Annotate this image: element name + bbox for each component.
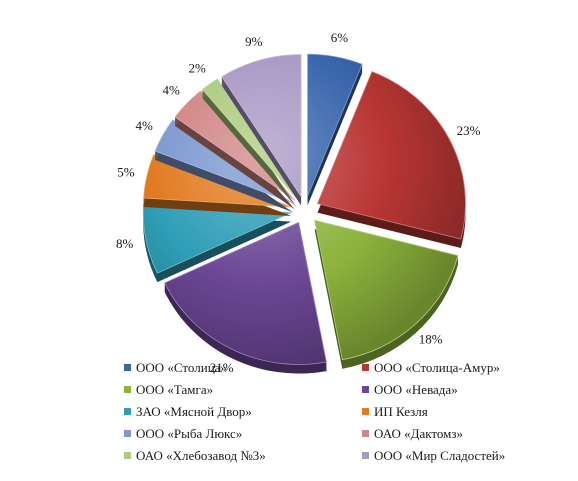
pie-slice (142, 203, 292, 283)
pie-slice-top (221, 54, 302, 198)
legend-label: ОАО «Хлебозавод №3» (136, 448, 266, 463)
legend-label: ООО «Столица-Амур» (374, 360, 500, 375)
pie-slice (201, 78, 298, 208)
legend-swatch (124, 364, 131, 371)
slices-layer (142, 53, 466, 374)
pie-slice (221, 54, 302, 206)
legend-label: ООО «Столица» (136, 360, 227, 375)
legend-item: ЗАО «Мясной Двор» (124, 404, 252, 419)
legend-swatch (124, 430, 131, 437)
slice-value-label: 21% (210, 360, 234, 375)
legend-item: ОАО «Дактомз» (362, 426, 463, 441)
pie-slice-top (142, 203, 292, 274)
pie-slice-top (307, 53, 363, 197)
pie-slice (164, 221, 327, 374)
pie-slice-top (174, 90, 296, 201)
legend-item: ИП Кезля (362, 404, 428, 419)
legend: ООО «Столица» ООО «Столица-Амур» ООО «Тамг… (124, 360, 505, 463)
legend-swatch (362, 430, 369, 437)
slice-value-label: 2% (188, 61, 206, 76)
pie-slice-bottom (202, 87, 297, 208)
pie-slice-top (314, 219, 459, 361)
legend-item: ООО «Невада» (362, 382, 458, 397)
slice-value-label: 9% (245, 34, 263, 49)
pie-slice (307, 53, 363, 206)
legend-label: ОАО «Дактомз» (374, 426, 463, 441)
pie-slice (314, 219, 459, 369)
legend-swatch (362, 386, 369, 393)
legend-label: ИП Кезля (374, 404, 428, 419)
legend-item: ООО «Мир Сладостей» (362, 448, 505, 463)
pie-slice (174, 90, 296, 210)
pie-slice-top (316, 71, 466, 240)
legend-swatch (362, 364, 369, 371)
slice-value-label: 5% (117, 165, 135, 180)
legend-swatch (124, 386, 131, 393)
slice-value-label: 18% (419, 331, 443, 346)
slice-value-label: 4% (163, 82, 181, 97)
legend-swatch (362, 452, 369, 459)
legend-label: ООО «Рыба Люкс» (136, 426, 242, 441)
legend-item: ООО «Столица» (124, 360, 227, 375)
legend-label: ООО «Тамга» (136, 382, 213, 397)
legend-swatch (362, 408, 369, 415)
legend-swatch (124, 408, 131, 415)
value-labels-layer: 6% 23% 18% 21% 8% 5% 4% 4% 2% 9% (116, 30, 481, 375)
slice-value-label: 8% (116, 236, 134, 251)
legend-swatch (124, 452, 131, 459)
slice-value-label: 4% (136, 118, 154, 133)
legend-item: ООО «Тамга» (124, 382, 213, 397)
slice-value-label: 6% (331, 30, 349, 45)
pie-slice-side (143, 203, 158, 283)
legend-label: ООО «Невада» (374, 382, 458, 397)
pie-slice-top (164, 221, 327, 365)
slice-value-label: 23% (457, 123, 481, 138)
legend-label: ЗАО «Мясной Двор» (136, 404, 252, 419)
pie-slice-top (201, 78, 298, 199)
legend-item: ОАО «Хлебозавод №3» (124, 448, 266, 463)
legend-item: ООО «Рыба Люкс» (124, 426, 242, 441)
legend-label: ООО «Мир Сладостей» (374, 448, 505, 463)
legend-item: ООО «Столица-Амур» (362, 360, 500, 375)
pie-slice (316, 71, 466, 248)
